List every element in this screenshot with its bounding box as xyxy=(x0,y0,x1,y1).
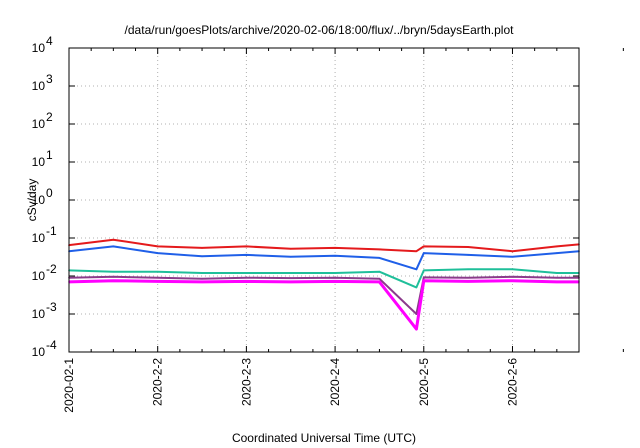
y-tick-exponent: 4 xyxy=(46,34,53,48)
series-point xyxy=(334,247,336,249)
series-line xyxy=(68,238,580,253)
series-point xyxy=(467,276,469,279)
y-tick-exponent: 3 xyxy=(46,72,53,86)
series-point xyxy=(289,255,292,258)
series-point xyxy=(415,313,418,315)
series-line xyxy=(68,245,580,271)
chart-title: /data/run/goesPlots/archive/2020-02-06/1… xyxy=(125,23,515,37)
series-point xyxy=(511,276,514,278)
series-point xyxy=(415,250,418,252)
series-point xyxy=(201,272,203,274)
y-tick-label: 10 xyxy=(32,155,46,169)
x-tick-label: 2020-2-4 xyxy=(328,358,342,406)
series-point xyxy=(556,281,558,283)
series-point xyxy=(334,276,336,279)
series-line xyxy=(68,268,579,289)
series-point xyxy=(112,238,115,241)
x-tick-label: 2020-2-3 xyxy=(239,358,253,406)
series-point xyxy=(556,276,558,279)
series-point xyxy=(423,252,425,254)
series-point xyxy=(112,276,115,278)
series-point xyxy=(156,270,159,273)
y-tick-label: 10 xyxy=(32,269,46,283)
series-point xyxy=(156,245,159,248)
series-point xyxy=(467,246,469,248)
y-tick-exponent: -3 xyxy=(46,300,57,314)
y-tick-exponent: -4 xyxy=(46,338,57,352)
y-tick-label: 10 xyxy=(32,345,46,359)
y-tick-exponent: 1 xyxy=(46,148,53,162)
series-point xyxy=(423,279,425,282)
series-point xyxy=(467,280,469,283)
series-point xyxy=(245,254,248,256)
series-point xyxy=(511,279,514,282)
series-point xyxy=(201,277,203,280)
y-tick-label: 10 xyxy=(32,117,46,131)
series-point xyxy=(245,276,248,279)
x-axis: 2020-02-1 2020-2-2 2020-2-3 2020-2-4 2020-2-… xyxy=(62,48,624,413)
y-tick-exponent: -1 xyxy=(46,224,57,238)
series-point xyxy=(334,280,336,283)
series-point xyxy=(289,277,292,279)
y-tick-label: 10 xyxy=(32,231,46,245)
series-point xyxy=(112,245,115,248)
y-tick-label: 10 xyxy=(32,307,46,321)
series-point xyxy=(334,255,336,257)
series-point xyxy=(378,281,381,283)
x-tick-label: 2020-2-6 xyxy=(505,358,519,406)
series-point xyxy=(511,268,514,271)
series-point xyxy=(201,247,203,249)
x-tick-label: 2020-2-2 xyxy=(151,358,165,406)
y-tick-exponent: 0 xyxy=(46,186,53,200)
y-tick-exponent: 2 xyxy=(46,110,53,124)
series-point xyxy=(467,268,469,271)
series-point xyxy=(245,245,248,248)
y-tick-label: 10 xyxy=(32,41,46,55)
series-line xyxy=(68,279,579,331)
series-point xyxy=(378,257,381,259)
series-point xyxy=(112,279,115,282)
series-point xyxy=(289,281,292,283)
series-point xyxy=(511,250,514,252)
x-tick-label: 2020-02-1 xyxy=(62,358,76,413)
series-point xyxy=(289,248,292,250)
x-tick-label: 2020-2-5 xyxy=(417,358,431,406)
series-point xyxy=(467,254,469,256)
series-point xyxy=(423,276,425,279)
series-point xyxy=(556,252,558,254)
series-point xyxy=(201,255,203,258)
grid xyxy=(69,48,579,352)
y-tick-label: 10 xyxy=(32,193,46,207)
series-point xyxy=(423,269,425,272)
series-point xyxy=(415,268,418,271)
series-group xyxy=(68,238,580,331)
series-point xyxy=(334,272,336,274)
series-line xyxy=(68,275,579,315)
series-point xyxy=(511,255,514,258)
series-point xyxy=(415,328,418,330)
series-point xyxy=(156,280,159,283)
series-point xyxy=(112,270,115,273)
series-point xyxy=(289,272,292,274)
series-point xyxy=(423,245,425,248)
series-point xyxy=(378,248,381,251)
y-axis-title: cSv/day xyxy=(25,179,39,222)
y-tick-exponent: -2 xyxy=(46,262,57,276)
series-point xyxy=(378,277,381,280)
series-point xyxy=(415,286,418,289)
series-point xyxy=(156,252,159,254)
series-point xyxy=(245,272,248,274)
x-axis-title: Coordinated Universal Time (UTC) xyxy=(232,431,416,445)
series-point xyxy=(201,281,203,283)
y-tick-label: 10 xyxy=(32,79,46,93)
series-point xyxy=(245,280,248,283)
series-point xyxy=(156,276,159,279)
series-point xyxy=(378,270,381,273)
series-point xyxy=(556,245,558,248)
series-point xyxy=(556,272,558,274)
